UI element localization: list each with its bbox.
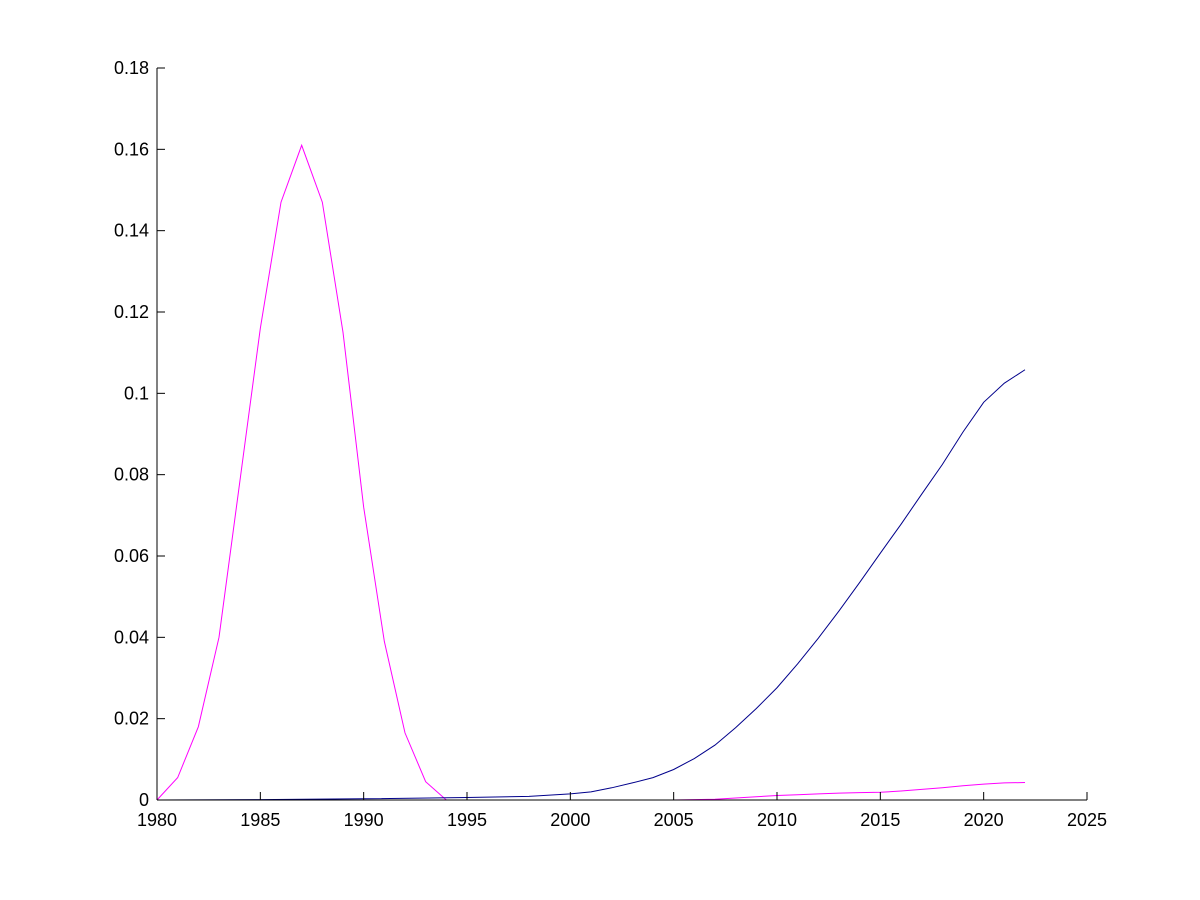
y-tick-label: 0.16 bbox=[114, 139, 149, 159]
series-layer bbox=[156, 143, 1026, 801]
series-line-1 bbox=[156, 143, 1026, 801]
axes-layer bbox=[156, 68, 1087, 801]
x-tick-label: 1990 bbox=[344, 810, 384, 830]
y-axis-ticks: 0 0.02 0.04 0.06 0.08 0.1 0.12 0.14 0.16 0.18 bbox=[114, 58, 165, 810]
y-tick-label: 0.08 bbox=[114, 465, 149, 485]
x-tick-label: 1980 bbox=[137, 810, 177, 830]
x-tick-label: 2000 bbox=[550, 810, 590, 830]
x-tick-label: 1985 bbox=[240, 810, 280, 830]
x-tick-label: 2005 bbox=[654, 810, 694, 830]
y-tick-label: 0.12 bbox=[114, 302, 149, 322]
y-tick-label: 0.02 bbox=[114, 709, 149, 729]
y-tick-label: 0 bbox=[139, 790, 149, 810]
y-tick-label: 0.14 bbox=[114, 221, 149, 241]
x-tick-label: 2010 bbox=[757, 810, 797, 830]
y-tick-label: 0.06 bbox=[114, 546, 149, 566]
y-tick-label: 0.04 bbox=[114, 627, 149, 647]
series-line-2 bbox=[156, 369, 1026, 801]
x-tick-label: 2020 bbox=[964, 810, 1004, 830]
x-axis-ticks: 1980 1985 1990 1995 2000 2005 2010 2015 2020 2025 bbox=[137, 792, 1107, 830]
x-tick-label: 1995 bbox=[447, 810, 487, 830]
x-tick-label: 2015 bbox=[860, 810, 900, 830]
x-tick-label: 2025 bbox=[1067, 810, 1107, 830]
y-tick-label: 0.1 bbox=[124, 383, 149, 403]
y-tick-label: 0.18 bbox=[114, 58, 149, 78]
